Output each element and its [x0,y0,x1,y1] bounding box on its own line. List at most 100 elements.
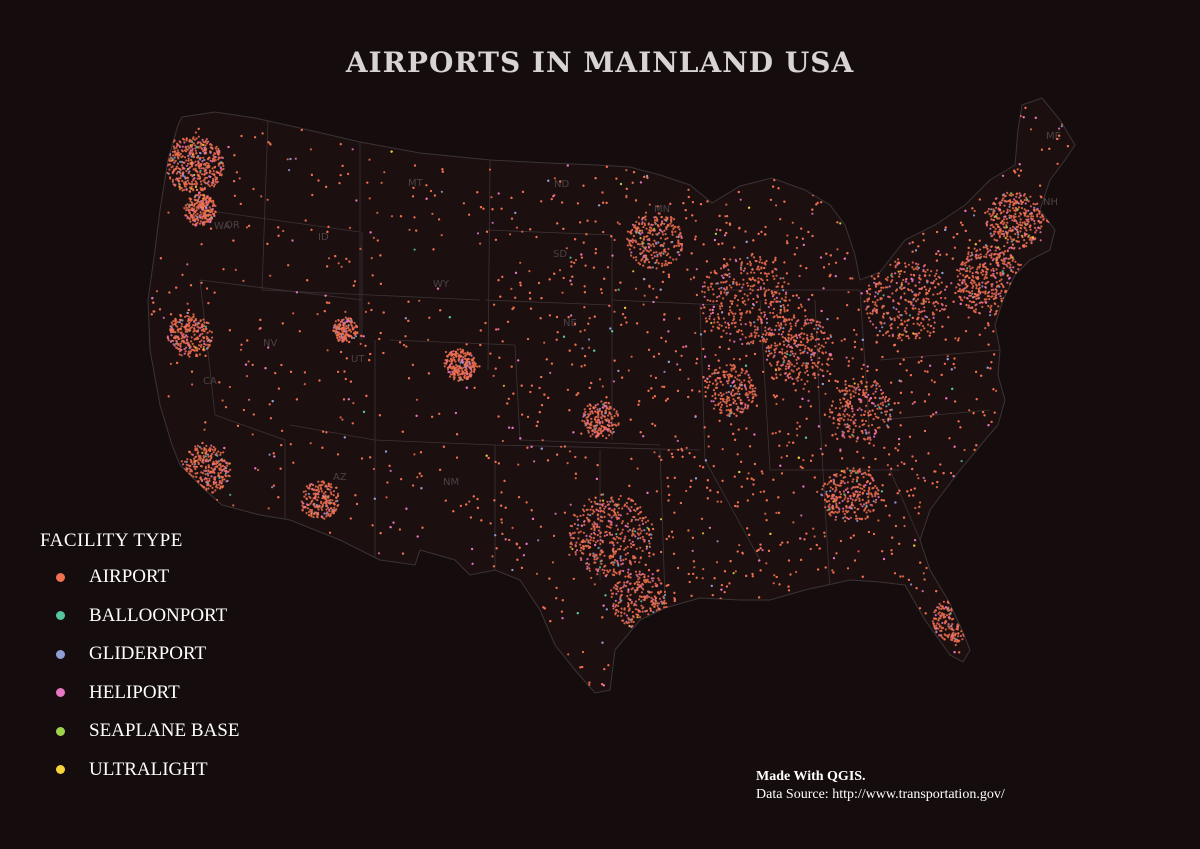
airport-point [600,288,603,291]
airport-point [552,534,556,538]
airport-point [242,408,245,412]
airport-point [577,537,580,540]
airport-point [792,382,795,385]
airport-point [303,383,306,386]
state-border [494,444,701,451]
airport-point [799,264,802,267]
airport-point [421,526,424,529]
airport-point [521,413,524,416]
airport-point [676,363,679,366]
airport-point [183,348,186,351]
airport-point [519,437,522,440]
airport-point [952,362,955,366]
airport-point [197,454,200,457]
airport-point [824,392,827,395]
airport-point [886,464,890,467]
airport-point [201,323,204,326]
airport-point [530,445,533,448]
airport-point [506,320,510,323]
airport-point [598,204,601,207]
airport-point [419,451,423,454]
airport-point [502,384,505,387]
airport-point [514,271,518,274]
airport-point [972,214,976,217]
airport-point [681,449,684,452]
airport-point [732,357,736,361]
airport-point [444,350,447,354]
airport-point [171,165,174,168]
airport-point [666,397,669,400]
airport-point [941,325,944,328]
airport-point [953,366,956,369]
airport-point [952,475,955,478]
airport-point [667,499,670,502]
airport-point [611,330,614,333]
airport-point [615,177,618,180]
airport-point [325,515,328,518]
airport-point [349,380,352,383]
airport-point [824,566,827,569]
airport-point [311,487,314,490]
airport-point [954,337,957,340]
airport-point [702,243,705,246]
airport-point [321,446,324,449]
airport-point [340,265,343,268]
airport-point [707,364,711,367]
airport-point [753,433,756,436]
airport-point [207,466,210,469]
airport-point [510,365,513,368]
airport-point [439,309,442,312]
airport-point [168,168,171,171]
airport-point [193,220,197,223]
airport-point [712,305,715,308]
airport-point [911,241,914,244]
airport-point [186,263,189,266]
airport-point [170,334,173,337]
airport-point [1034,116,1037,119]
airport-point [200,339,203,342]
airport-point [553,272,556,275]
airport-point [179,160,182,163]
airport-point [751,575,754,578]
state-border [199,279,363,301]
airport-point [660,336,663,339]
airport-point [930,379,934,382]
airport-point [207,214,210,217]
airport-point [643,576,646,579]
airport-point [741,551,744,554]
airport-point [199,152,202,155]
airport-point [735,414,738,417]
airport-point [531,517,535,521]
airport-point [268,453,271,456]
airport-point [984,292,987,295]
airport-point [195,465,199,468]
airport-point [218,476,221,479]
airport-point [320,515,323,518]
airport-point [185,338,189,341]
airport-point [748,533,751,537]
airport-point [786,444,789,447]
airport-point [916,473,919,476]
airport-point [687,529,690,532]
airport-point [444,499,447,502]
airport-point [898,489,901,492]
airport-point [212,181,215,184]
airport-point [911,250,914,253]
airport-point [193,338,196,341]
airport-point [642,435,645,438]
airport-point [574,238,577,241]
airport-point [758,596,761,599]
airport-point [691,536,695,539]
airport-point [624,316,627,319]
airport-point [204,459,207,462]
airport-point [846,304,849,307]
airport-point [186,302,189,305]
airport-point [209,470,212,473]
airport-point [632,171,636,174]
airport-point [372,236,375,239]
airport-point [536,420,539,423]
airport-point [200,243,203,246]
airport-point [888,453,891,456]
airport-point [613,238,616,242]
airport-point [953,651,956,654]
